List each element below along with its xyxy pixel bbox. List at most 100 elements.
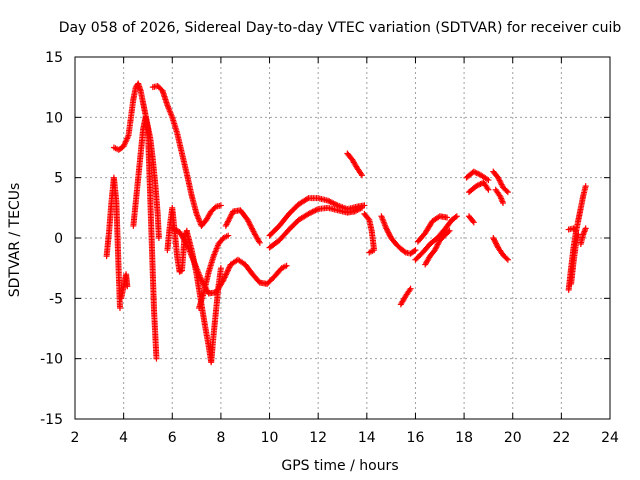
data-point bbox=[498, 181, 505, 188]
y-tick-label: -15 bbox=[40, 412, 63, 428]
data-point bbox=[366, 249, 373, 256]
data-points bbox=[103, 80, 589, 366]
data-point bbox=[385, 229, 392, 236]
data-point bbox=[329, 199, 336, 206]
data-point bbox=[124, 283, 131, 290]
data-point bbox=[256, 239, 263, 246]
data-point bbox=[490, 235, 497, 241]
data-point bbox=[500, 200, 506, 207]
x-tick-label: 12 bbox=[309, 430, 327, 446]
data-point bbox=[217, 265, 224, 272]
data-point bbox=[358, 204, 365, 211]
data-point bbox=[383, 226, 390, 233]
y-axis-ticks: 15 10 5 0 -5 -10 -15 bbox=[40, 50, 610, 428]
x-axis-title: GPS time / hours bbox=[281, 458, 398, 474]
data-point bbox=[306, 210, 313, 217]
x-tick-label: 24 bbox=[601, 430, 619, 446]
data-point bbox=[503, 255, 510, 262]
data-point bbox=[495, 176, 502, 183]
data-point bbox=[453, 213, 460, 220]
x-tick-label: 2 bbox=[71, 430, 80, 446]
data-point bbox=[217, 202, 224, 209]
data-point bbox=[401, 248, 408, 255]
data-point bbox=[433, 244, 440, 251]
data-point bbox=[572, 227, 579, 234]
data-point bbox=[331, 201, 338, 208]
data-point bbox=[452, 214, 459, 221]
y-tick-label: 10 bbox=[45, 110, 63, 126]
data-point bbox=[386, 230, 393, 237]
data-point bbox=[386, 232, 393, 239]
x-tick-label: 8 bbox=[216, 430, 225, 446]
data-point bbox=[493, 241, 500, 248]
y-tick-label: 0 bbox=[54, 231, 63, 247]
data-point bbox=[504, 189, 511, 196]
data-point bbox=[155, 235, 162, 241]
data-point bbox=[333, 201, 340, 208]
grid-lines bbox=[75, 57, 610, 419]
y-tick-label: 5 bbox=[54, 171, 63, 187]
x-tick-label: 16 bbox=[407, 430, 425, 446]
data-point bbox=[432, 245, 439, 252]
data-point bbox=[491, 237, 498, 244]
data-point bbox=[407, 285, 414, 292]
data-point bbox=[493, 240, 500, 247]
data-point bbox=[582, 225, 589, 232]
data-point bbox=[326, 198, 333, 205]
data-point bbox=[305, 210, 312, 217]
y-tick-label: -10 bbox=[40, 352, 63, 368]
data-point bbox=[312, 207, 319, 214]
data-point bbox=[435, 240, 442, 247]
y-tick-label: -5 bbox=[49, 291, 63, 307]
x-tick-label: 6 bbox=[168, 430, 177, 446]
x-tick-label: 14 bbox=[358, 430, 376, 446]
data-point bbox=[485, 186, 492, 193]
data-point bbox=[283, 262, 290, 269]
x-tick-label: 4 bbox=[119, 430, 128, 446]
data-point bbox=[497, 178, 504, 185]
data-point bbox=[330, 200, 337, 207]
data-point bbox=[304, 196, 311, 203]
data-point bbox=[324, 197, 331, 204]
x-tick-label: 22 bbox=[552, 430, 570, 446]
data-point bbox=[431, 247, 438, 254]
data-point bbox=[504, 256, 511, 263]
data-point bbox=[497, 180, 504, 187]
x-tick-label: 18 bbox=[455, 430, 473, 446]
data-point bbox=[308, 209, 315, 216]
x-axis-ticks: 2 4 6 8 10 12 14 16 18 20 22 24 bbox=[71, 57, 619, 446]
data-point bbox=[327, 198, 334, 205]
x-tick-label: 20 bbox=[504, 430, 522, 446]
y-tick-label: 15 bbox=[45, 50, 63, 66]
data-point bbox=[153, 355, 160, 362]
data-point bbox=[434, 241, 441, 248]
data-point bbox=[313, 206, 320, 213]
data-point bbox=[445, 228, 452, 235]
data-point bbox=[470, 219, 477, 226]
data-point bbox=[485, 177, 492, 184]
data-point bbox=[383, 225, 390, 232]
data-point bbox=[495, 174, 502, 181]
data-point bbox=[358, 172, 365, 179]
data-point bbox=[503, 187, 510, 194]
chart-title: Day 058 of 2026, Sidereal Day-to-day VTE… bbox=[59, 20, 622, 36]
data-point bbox=[496, 177, 503, 184]
y-axis-title: SDTVAR / TECUs bbox=[7, 183, 23, 298]
data-point bbox=[116, 304, 123, 311]
data-point bbox=[582, 183, 589, 190]
data-point bbox=[444, 214, 451, 221]
x-tick-label: 10 bbox=[261, 430, 279, 446]
data-point bbox=[469, 218, 476, 225]
data-point bbox=[365, 215, 372, 222]
data-point bbox=[309, 208, 316, 215]
data-point bbox=[225, 232, 232, 239]
data-point bbox=[412, 247, 419, 254]
data-point bbox=[492, 239, 499, 246]
data-point bbox=[433, 242, 440, 249]
data-point bbox=[384, 228, 391, 235]
data-point bbox=[446, 227, 453, 234]
data-point bbox=[311, 208, 318, 215]
data-point bbox=[490, 236, 497, 243]
data-point bbox=[411, 247, 418, 254]
